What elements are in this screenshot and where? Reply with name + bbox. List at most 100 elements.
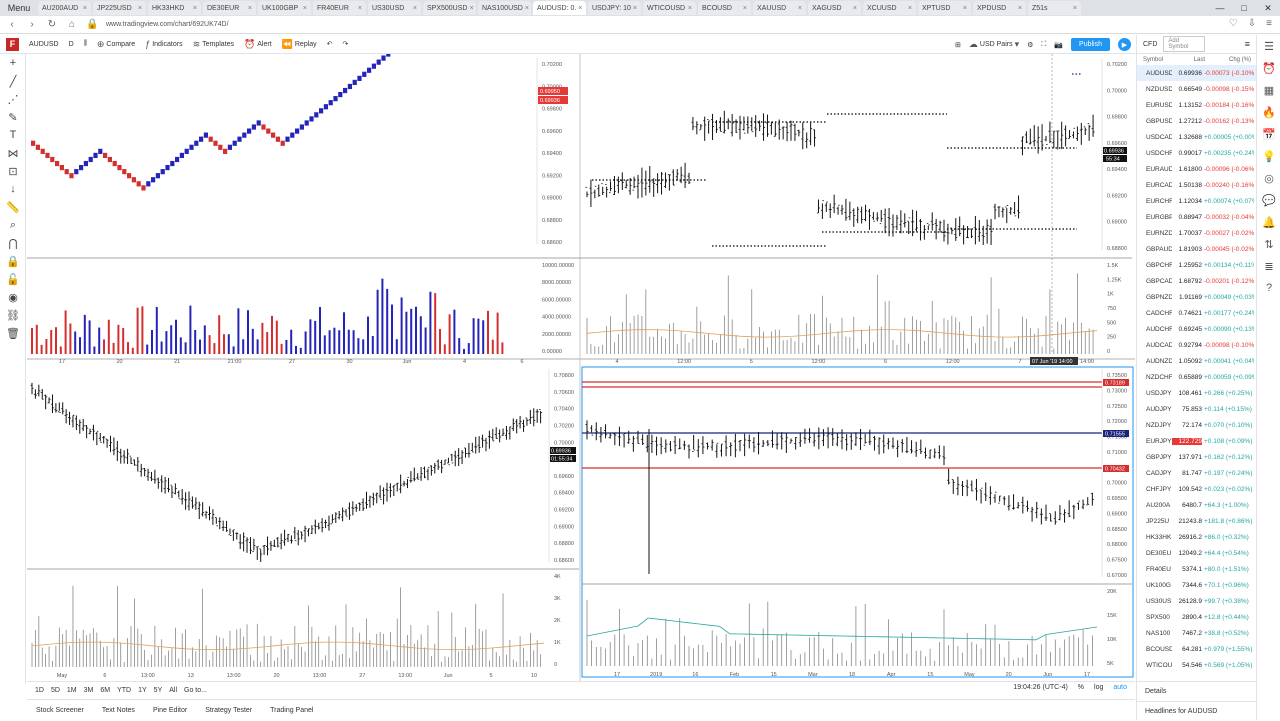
watchlist-row[interactable]: CADCHF 0.74621+0.00177 (+0.24%): [1137, 305, 1256, 321]
watchlist-row[interactable]: USDJPY 108.461 +0.266 (+0.25%): [1137, 385, 1256, 401]
watchlist-row[interactable]: GBPCAD 1.68792 -0.00201 (-0.12%): [1137, 273, 1256, 289]
magnet-icon[interactable]: ⋂: [8, 237, 18, 250]
close-icon[interactable]: ×: [1017, 4, 1022, 12]
bottom-tab[interactable]: Pine Editor: [152, 706, 188, 714]
download-icon[interactable]: ⇩: [1247, 18, 1257, 29]
settings-icon[interactable]: ≡: [1266, 18, 1272, 29]
close-icon[interactable]: ×: [137, 4, 142, 12]
publish-button[interactable]: Publish: [1071, 38, 1110, 51]
bookmark-icon[interactable]: ♡: [1228, 18, 1238, 29]
watchlist-icon[interactable]: ☰: [1264, 40, 1274, 53]
close-icon[interactable]: ✕: [1264, 2, 1272, 13]
dom-icon[interactable]: ≣: [1264, 260, 1274, 273]
bottom-tab[interactable]: Stock Screener: [36, 706, 84, 714]
watchlist-row[interactable]: AUDNZD 1.05092+0.00041 (+0.04%): [1137, 353, 1256, 369]
crosshair-icon[interactable]: +: [9, 57, 17, 69]
close-icon[interactable]: ×: [247, 4, 252, 12]
browser-tab[interactable]: AUDUSD: 0. ×: [533, 1, 586, 15]
bottom-tab[interactable]: Text Notes: [101, 706, 135, 714]
bottom-tab[interactable]: Trading Panel: [270, 706, 314, 714]
watchlist-row[interactable]: DE30EU 12049.2 +64.4 (+0.54%): [1137, 545, 1256, 561]
indicators-button[interactable]: ƒ Indicators: [145, 39, 182, 49]
eye-icon[interactable]: ◉: [8, 291, 18, 304]
close-icon[interactable]: ×: [302, 4, 307, 12]
interval-button[interactable]: D: [68, 40, 74, 48]
close-icon[interactable]: ×: [524, 4, 529, 12]
close-icon[interactable]: ×: [852, 4, 857, 12]
alert-button[interactable]: ⏰ Alert: [244, 39, 272, 50]
col-symbol[interactable]: Symbol: [1143, 56, 1164, 63]
browser-tab[interactable]: NAS100USD ×: [478, 1, 531, 15]
chat-icon[interactable]: 💬: [1262, 194, 1276, 207]
browser-tab[interactable]: XPDUSD ×: [973, 1, 1026, 15]
watchlist-row[interactable]: AUDCAD 0.92794 -0.00098 (-0.10%): [1137, 337, 1256, 353]
log-toggle[interactable]: log: [1094, 684, 1104, 691]
watchlist-row[interactable]: EURCHF 1.12034+0.00074 (+0.07%): [1137, 193, 1256, 209]
close-icon[interactable]: ×: [578, 4, 583, 12]
watchlist-row[interactable]: EURAUD 1.61800 -0.00096 (-0.06%): [1137, 161, 1256, 177]
close-icon[interactable]: ×: [797, 4, 802, 12]
close-icon[interactable]: ×: [82, 4, 87, 12]
watchlist-row[interactable]: GBPNZD 1.91169+0.00049 (+0.03%): [1137, 289, 1256, 305]
auto-toggle[interactable]: auto: [1113, 684, 1127, 691]
order-panel-icon[interactable]: ⇅: [1264, 238, 1274, 251]
symbol-search[interactable]: AUDUSD: [29, 40, 59, 48]
url-field[interactable]: www.tradingview.com/chart/692UK74D/: [106, 21, 229, 28]
watchlist-row[interactable]: EURNZD 1.70037 -0.00027 (-0.02%): [1137, 225, 1256, 241]
close-icon[interactable]: ×: [412, 4, 417, 12]
browser-tab[interactable]: XCUUSD ×: [863, 1, 916, 15]
replay-button[interactable]: ⏪ Replay: [282, 39, 317, 50]
close-icon[interactable]: ×: [907, 4, 912, 12]
watchlist-row[interactable]: GBPCHF 1.25952 +0.00134 (+0.11%): [1137, 257, 1256, 273]
watchlist-row[interactable]: NZDCHF 0.65889+0.00059 (+0.09%): [1137, 369, 1256, 385]
watchlist-row[interactable]: WTICOU 54.546 +0.569 (+1.05%): [1137, 657, 1256, 673]
bar-style-icon[interactable]: ⫼: [83, 40, 87, 47]
watchlist-row[interactable]: CADJPY 81.747 +0.197 (+0.24%): [1137, 465, 1256, 481]
watchlist-row[interactable]: HK33HK 26916.2 +86.0 (+0.32%): [1137, 529, 1256, 545]
browser-tab[interactable]: BCOUSD ×: [698, 1, 751, 15]
close-icon[interactable]: ×: [742, 4, 747, 12]
close-icon[interactable]: ×: [357, 4, 362, 12]
browser-tab[interactable]: AU200AUD ×: [38, 1, 91, 15]
watchlist-row[interactable]: UK100G 7344.6 +70.1 (+0.96%): [1137, 577, 1256, 593]
watchlist-row[interactable]: SPX500 2890.4 +12.8 (+0.44%): [1137, 609, 1256, 625]
details-section[interactable]: Details: [1137, 681, 1257, 701]
data-window-icon[interactable]: ▦: [1263, 84, 1275, 97]
gear-icon[interactable]: ⚙: [1027, 41, 1034, 49]
trendline-icon[interactable]: ╱: [9, 75, 17, 88]
close-icon[interactable]: ×: [469, 4, 474, 12]
watchlist-select[interactable]: ☁ USD Pairs ▾: [969, 39, 1019, 50]
watchlist-row[interactable]: AU200A 6480.7 +64.3 (+1.00%): [1137, 497, 1256, 513]
range-1d[interactable]: 1D: [35, 686, 44, 694]
percent-toggle[interactable]: %: [1077, 684, 1085, 691]
fullscreen-icon[interactable]: ⛶: [1041, 40, 1047, 48]
browser-tab[interactable]: SPX500USD ×: [423, 1, 476, 15]
close-icon[interactable]: ×: [192, 4, 197, 12]
hotlist-icon[interactable]: 🔥: [1262, 106, 1276, 119]
watchlist-row[interactable]: JP225U 21243.8 +181.8 (+0.86%): [1137, 513, 1256, 529]
reload-icon[interactable]: ↻: [47, 19, 57, 30]
watchlist-row[interactable]: AUDUSD 0.69936 -0.00073 (-0.10%): [1137, 65, 1256, 81]
close-icon[interactable]: ×: [632, 4, 638, 12]
bottom-tab[interactable]: Strategy Tester: [205, 706, 253, 714]
lock-drawing-icon[interactable]: 🔒: [6, 255, 20, 268]
list-menu-icon[interactable]: ≡: [1244, 39, 1250, 49]
home-icon[interactable]: ⌂: [68, 19, 76, 30]
range-ytd[interactable]: YTD: [117, 686, 132, 694]
col-last[interactable]: Last: [1193, 56, 1205, 63]
redo-icon[interactable]: ↷: [342, 41, 349, 48]
calendar-icon[interactable]: 📅: [1262, 128, 1276, 141]
lock-icon[interactable]: 🔓: [6, 273, 20, 286]
watchlist-row[interactable]: AUDCHF 0.69245+0.00090 (+0.13%): [1137, 321, 1256, 337]
charts-svg[interactable]: 0.70200 0.70000 0.69800 0.69600 0.69400 0.692…: [27, 2, 1135, 681]
arrow-icon[interactable]: ↓: [10, 183, 16, 195]
brush-icon[interactable]: ✎: [8, 111, 18, 124]
watchlist-row[interactable]: EURJPY 122.729 +0.108 (+0.09%): [1137, 433, 1256, 449]
forward-icon[interactable]: ›: [30, 19, 34, 30]
range-1m[interactable]: 1M: [66, 686, 77, 694]
watchlist-row[interactable]: NAS100 7467.2 +38.8 (+0.52%): [1137, 625, 1256, 641]
play-icon[interactable]: ▶: [1118, 38, 1131, 51]
watchlist-row[interactable]: BCOUSD 64.281 +0.979 (+1.55%): [1137, 641, 1256, 657]
watchlist-row[interactable]: EURCAD 1.50138 -0.00240 (-0.16%): [1137, 177, 1256, 193]
watchlist-row[interactable]: USDCAD 1.32688+0.00005 (+0.00%): [1137, 129, 1256, 145]
